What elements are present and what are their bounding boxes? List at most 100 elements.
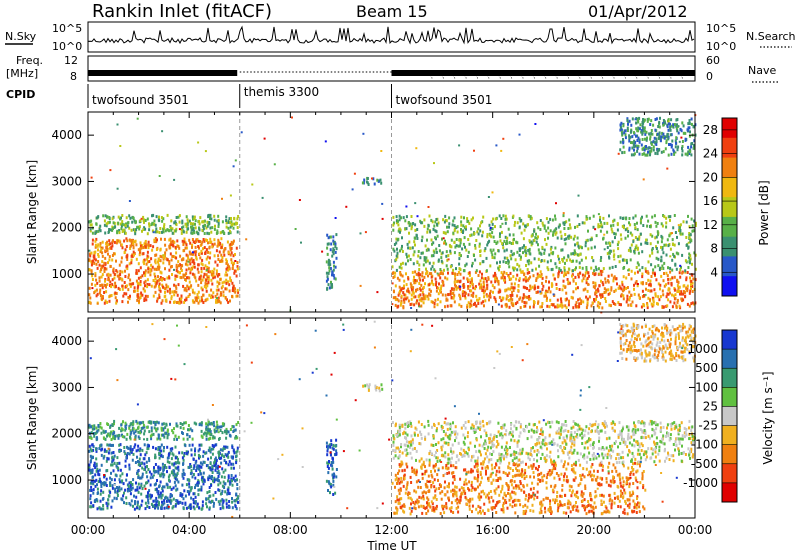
range-gate-cell xyxy=(140,291,143,295)
range-gate-cell xyxy=(658,125,661,129)
range-gate-cell xyxy=(154,258,157,262)
range-gate-cell xyxy=(444,231,447,235)
range-gate-cell xyxy=(470,227,473,231)
range-gate-cell xyxy=(424,297,427,301)
colorbar-segment xyxy=(722,177,737,198)
range-gate-cell xyxy=(645,214,648,218)
range-gate-cell xyxy=(661,131,664,135)
range-gate-cell xyxy=(89,488,92,492)
range-gate-cell xyxy=(581,273,584,277)
range-gate-cell xyxy=(211,471,214,474)
range-gate-cell xyxy=(626,294,629,298)
range-gate-cell xyxy=(512,286,514,290)
range-gate-cell xyxy=(206,231,209,235)
range-gate-cell xyxy=(118,485,121,489)
range-gate-cell xyxy=(178,228,181,231)
range-gate-cell xyxy=(207,478,210,482)
range-gate-cell xyxy=(208,221,211,224)
range-gate-cell xyxy=(644,132,647,136)
range-gate-cell xyxy=(112,270,115,274)
range-gate-cell xyxy=(674,231,677,234)
range-gate-cell xyxy=(490,472,493,476)
range-gate-cell xyxy=(191,437,194,441)
range-gate-cell xyxy=(178,264,180,268)
range-gate-cell xyxy=(478,242,481,246)
range-gate-cell xyxy=(529,275,532,279)
range-gate-cell xyxy=(609,244,612,247)
range-gate-cell xyxy=(546,304,549,308)
range-gate-cell xyxy=(158,287,161,291)
range-gate-cell xyxy=(235,435,238,438)
range-gate-cell xyxy=(236,230,239,234)
range-gate-cell xyxy=(471,264,473,268)
range-gate-cell xyxy=(409,303,412,306)
range-gate-cell xyxy=(203,272,206,276)
range-gate-cell xyxy=(467,301,470,305)
range-gate-cell xyxy=(489,233,492,237)
range-gate-cell xyxy=(181,493,184,497)
range-gate-cell xyxy=(91,242,94,246)
range-gate-cell xyxy=(228,505,230,509)
range-gate-cell xyxy=(144,507,147,511)
range-gate-cell xyxy=(393,290,395,294)
range-gate-cell xyxy=(627,122,629,126)
range-gate-cell xyxy=(118,450,121,453)
range-gate-cell xyxy=(663,284,666,288)
range-gate-cell xyxy=(484,277,487,281)
range-gate-cell xyxy=(110,438,113,441)
range-gate-cell xyxy=(629,130,632,134)
range-gate-cell xyxy=(158,494,161,498)
range-gate-cell xyxy=(694,253,697,257)
range-gate-cell xyxy=(155,248,158,251)
range-gate-cell xyxy=(415,279,418,283)
range-gate-cell xyxy=(515,302,517,306)
range-gate-cell xyxy=(563,474,565,478)
range-gate-cell xyxy=(217,240,220,244)
range-gate-cell xyxy=(172,244,175,248)
range-gate-cell xyxy=(210,433,213,436)
range-gate-cell xyxy=(426,227,429,231)
range-gate-cell xyxy=(449,304,452,308)
range-gate-cell xyxy=(640,242,643,246)
range-gate-cell xyxy=(163,473,166,477)
range-gate-cell xyxy=(410,509,413,513)
range-gate-cell xyxy=(91,443,94,447)
range-gate-cell xyxy=(686,152,689,156)
range-gate-cell xyxy=(535,232,537,236)
range-gate-cell xyxy=(202,275,205,279)
range-gate-cell xyxy=(227,486,230,490)
range-gate-cell xyxy=(170,295,173,299)
range-gate-cell xyxy=(197,283,200,287)
range-gate-cell xyxy=(231,500,234,504)
range-gate-cell xyxy=(571,274,573,278)
range-gate-cell xyxy=(171,470,174,474)
range-gate-cell xyxy=(181,219,184,223)
range-gate-cell xyxy=(433,302,436,305)
range-gate-cell xyxy=(168,461,171,465)
range-gate-cell xyxy=(101,240,104,244)
range-gate-cell xyxy=(188,293,191,297)
range-gate-cell xyxy=(674,297,677,301)
range-gate-cell xyxy=(201,288,204,292)
range-gate-cell xyxy=(147,468,150,471)
range-gate-cell xyxy=(116,489,119,493)
range-gate-cell xyxy=(291,116,293,119)
range-gate-cell xyxy=(236,483,239,486)
range-gate-cell xyxy=(225,225,228,229)
range-gate-cell xyxy=(421,271,424,275)
range-gate-cell xyxy=(185,451,188,455)
range-gate-cell xyxy=(227,463,230,467)
range-gate-cell xyxy=(208,474,211,478)
range-gate-cell xyxy=(540,273,543,276)
range-gate-cell xyxy=(216,425,219,429)
range-gate-cell xyxy=(486,283,489,287)
range-gate-cell xyxy=(414,281,417,285)
range-gate-cell xyxy=(181,221,184,225)
range-gate-cell xyxy=(110,294,113,297)
range-gate-cell xyxy=(150,472,153,476)
range-gate-cell xyxy=(671,293,673,297)
range-gate-cell xyxy=(492,217,495,221)
range-gate-cell xyxy=(111,228,114,232)
range-gate-cell xyxy=(550,284,553,288)
range-gate-cell xyxy=(186,478,189,482)
